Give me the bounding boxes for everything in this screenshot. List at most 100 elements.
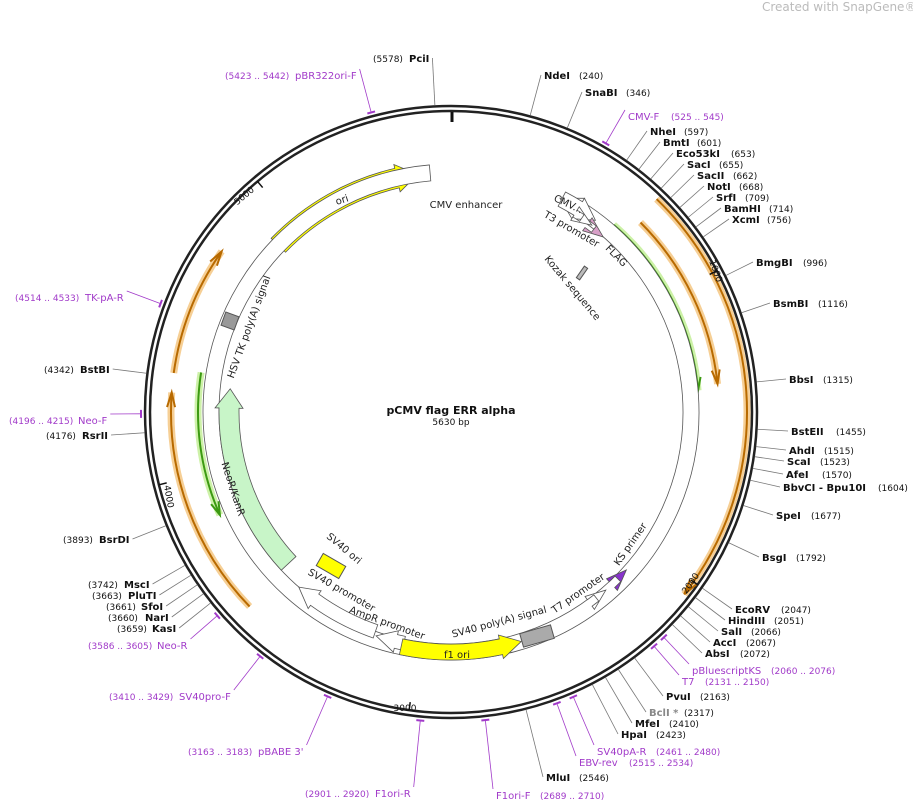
primer-mark (570, 695, 577, 698)
enzyme-name: SnaBI (585, 88, 617, 99)
primer-mark (159, 300, 162, 307)
enzyme-position: (1116) (818, 300, 848, 310)
enzyme-connector (755, 457, 784, 461)
plasmid-title: pCMV flag ERR alpha (386, 404, 515, 417)
enzyme-connector (757, 379, 786, 382)
enzyme-connector (627, 131, 647, 160)
enzyme-name: BbsI (789, 375, 813, 386)
enzyme-position: (1677) (811, 512, 841, 522)
enzyme-name: NheI (650, 127, 676, 138)
tick-label: 4000 (161, 485, 175, 510)
enzyme-name: AfeI (786, 470, 809, 481)
enzyme-name: HindIII (728, 616, 765, 627)
enzyme-name: BsmBI (773, 299, 808, 310)
enzyme-connector (639, 142, 660, 169)
enzyme-position: (1515) (824, 447, 854, 457)
primer-range: (525 .. 545) (671, 113, 724, 123)
primer-connector (654, 646, 679, 675)
enzyme-connector (661, 164, 684, 188)
primer-name: Neo-F (78, 416, 108, 427)
enzyme-position: (3663) (92, 592, 122, 602)
enzyme-position: (1792) (796, 554, 826, 564)
enzyme-name: NarI (145, 613, 169, 624)
primer-name: pBluescriptKS (692, 666, 761, 677)
enzyme-position: (668) (739, 183, 763, 193)
enzyme-name: KasI (152, 624, 176, 635)
primer-connector (485, 720, 493, 789)
enzyme-position: (1455) (836, 428, 866, 438)
primer-connector (573, 697, 594, 745)
primer-range: (3410 .. 3429) (109, 693, 173, 703)
primer-mark (481, 720, 489, 721)
enzyme-name: BmgBI (756, 258, 793, 269)
enzyme-position: (3661) (106, 603, 136, 613)
enzyme-position: (2410) (669, 720, 699, 730)
enzyme-name: BstBI (80, 365, 110, 376)
enzyme-position: (3659) (117, 625, 147, 635)
primer-range: (2131 .. 2150) (705, 678, 769, 688)
enzyme-position: (4176) (46, 432, 76, 442)
enzyme-position: (2546) (579, 774, 609, 784)
enzyme-connector (153, 565, 185, 584)
enzyme-position: (3893) (63, 536, 93, 546)
enzyme-connector (432, 58, 434, 105)
enzyme-name: BclI * (649, 708, 679, 719)
primer-connector (234, 656, 260, 690)
primer-name: SV40pA-R (597, 747, 646, 758)
enzyme-position: (1315) (823, 376, 853, 386)
enzyme-name: NotI (707, 182, 731, 193)
primer-mark (257, 654, 263, 659)
enzyme-name: SalI (721, 627, 742, 638)
enzyme-name: BsgI (762, 553, 786, 564)
primer-name: F1ori-F (496, 791, 531, 802)
enzyme-name: SacI (687, 160, 711, 171)
enzyme-connector (688, 197, 713, 217)
primer-range: (2515 .. 2534) (629, 759, 693, 769)
enzyme-connector (703, 219, 729, 237)
enzyme-name: MscI (124, 580, 150, 591)
enzyme-name: MluI (546, 773, 570, 784)
enzyme-connector (753, 468, 783, 474)
primer-range: (2901 .. 2920) (305, 790, 369, 800)
primer-range: (4196 .. 4215) (9, 417, 73, 427)
enzyme-connector (111, 433, 145, 435)
enzyme-name: SfoI (141, 602, 163, 613)
tick-mark (258, 181, 263, 187)
primer-name: EBV-rev (579, 758, 618, 769)
enzyme-connector (756, 447, 786, 450)
enzyme-position: (2067) (746, 639, 776, 649)
enzyme-connector (113, 369, 147, 373)
enzyme-position: (2047) (781, 606, 811, 616)
enzyme-connector (179, 603, 210, 628)
enzyme-position: (1570) (822, 471, 852, 481)
enzyme-name: EcoRV (735, 605, 770, 616)
enzyme-position: (4342) (44, 366, 74, 376)
enzyme-connector (526, 710, 543, 777)
enzyme-connector (567, 92, 582, 128)
primer-connector (307, 696, 328, 745)
enzyme-connector (530, 75, 541, 115)
primer-name: pBR322ori-F (295, 71, 357, 82)
enzyme-connector (750, 480, 780, 487)
enzyme-name: PluTI (128, 591, 156, 602)
primer-connector (191, 616, 218, 639)
enzyme-position: (3742) (88, 581, 118, 591)
enzyme-name: PciI (409, 54, 429, 65)
enzyme-connector (635, 658, 663, 696)
primer-range: (4514 .. 4533) (15, 294, 79, 304)
enzyme-connector (729, 543, 759, 557)
primer-mark (367, 111, 375, 113)
enzyme-name: BbvCI - Bpu10I (783, 483, 866, 494)
primer-range: (3163 .. 3183) (188, 748, 252, 758)
enzyme-connector (688, 607, 718, 631)
primer-range: (5423 .. 5442) (225, 72, 289, 82)
enzyme-position: (346) (626, 89, 650, 99)
enzyme-name: AccI (713, 638, 736, 649)
enzyme-name: SacII (697, 171, 724, 182)
enzyme-connector (651, 153, 673, 179)
enzyme-position: (1523) (820, 458, 850, 468)
enzyme-name: Eco53kI (676, 149, 720, 160)
enzyme-connector (726, 262, 753, 275)
enzyme-position: (597) (684, 128, 708, 138)
